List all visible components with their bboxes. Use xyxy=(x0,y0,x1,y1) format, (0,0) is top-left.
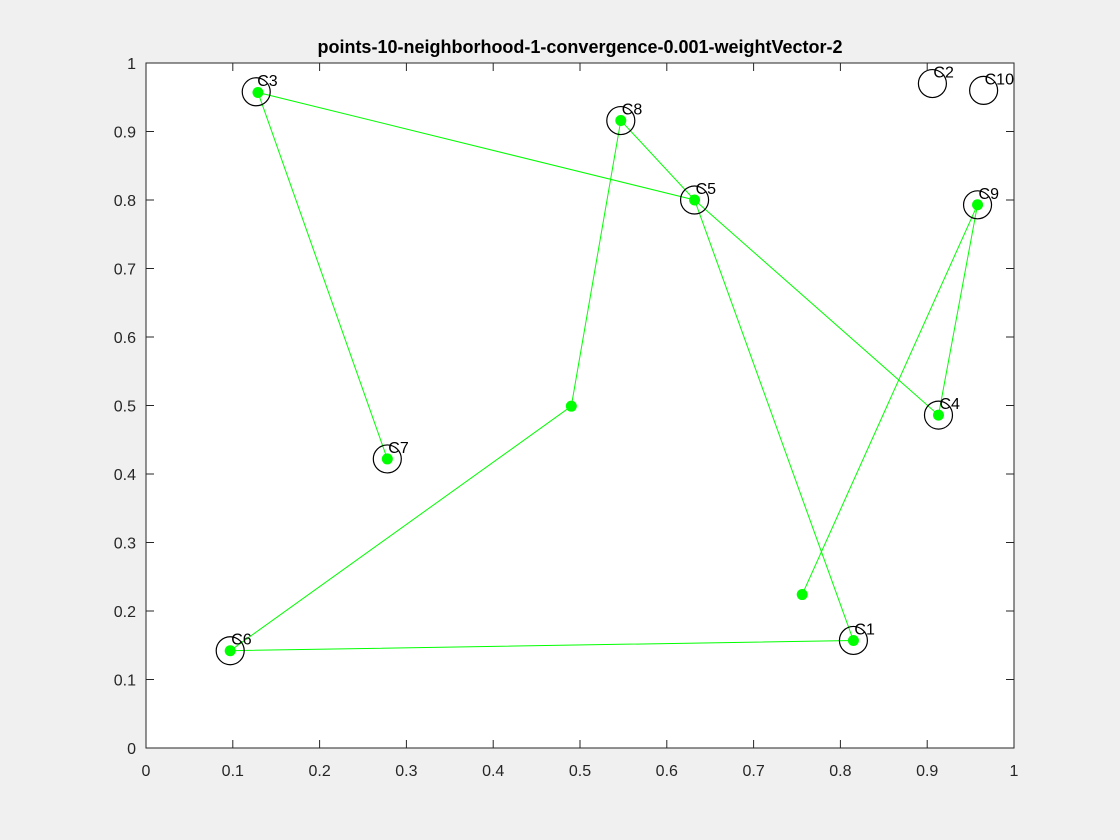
city-marker xyxy=(923,400,954,430)
neuron-path-1 xyxy=(229,119,855,652)
city-marker xyxy=(606,105,636,136)
neuron-path-2 xyxy=(257,91,978,595)
x-tick-label: 0.6 xyxy=(656,763,678,780)
x-tick-label: 0.5 xyxy=(569,763,591,780)
neuron-paths xyxy=(229,91,978,652)
neuron-point xyxy=(615,115,627,127)
y-tick-label: 0.3 xyxy=(114,536,136,553)
y-tick-label: 0 xyxy=(127,741,136,758)
x-tick-label: 1 xyxy=(1010,763,1019,780)
city-marker xyxy=(241,77,271,107)
neuron-point xyxy=(689,194,701,206)
city-label: C1 xyxy=(854,621,875,638)
neuron-point xyxy=(972,199,984,211)
x-tick-label: 0.9 xyxy=(916,763,938,780)
neuron-point xyxy=(252,86,264,98)
y-tick-label: 0.5 xyxy=(114,399,136,416)
y-tick-label: 0.4 xyxy=(114,467,136,484)
city-marker xyxy=(917,68,948,99)
y-tick-label: 0.9 xyxy=(114,125,136,142)
y-tick-label: 0.7 xyxy=(114,262,136,279)
city-marker xyxy=(372,444,402,474)
y-axis: 0 0.1 0.2 0.3 0.4 0.5 0.6 0.7 0.8 0.9 1 xyxy=(114,56,1014,758)
y-tick-label: 0.6 xyxy=(114,330,136,347)
city-label: C4 xyxy=(939,396,960,413)
y-tick-label: 1 xyxy=(127,56,136,73)
y-tick-label: 0.1 xyxy=(114,673,136,690)
plot-area xyxy=(146,63,1014,748)
city-label: C10 xyxy=(985,71,1014,88)
city-markers xyxy=(215,68,999,666)
city-label: C2 xyxy=(933,65,954,82)
x-tick-label: 0.8 xyxy=(829,763,851,780)
neuron-point xyxy=(224,645,236,657)
x-tick-label: 0.3 xyxy=(395,763,417,780)
x-tick-label: 0.7 xyxy=(742,763,764,780)
city-label: C7 xyxy=(388,440,409,457)
city-label: C3 xyxy=(257,73,278,90)
city-marker xyxy=(969,75,999,106)
y-tick-label: 0.2 xyxy=(114,604,136,621)
city-label: C6 xyxy=(231,632,252,649)
city-marker xyxy=(962,190,993,220)
chart-title: points-10-neighborhood-1-convergence-0.0… xyxy=(317,37,842,57)
city-marker xyxy=(215,636,245,666)
city-marker xyxy=(838,625,869,656)
city-labels: C1 C2 C3 C4 C5 C6 C7 C8 C9 C10 xyxy=(231,65,1014,649)
neuron-markers xyxy=(224,86,984,657)
city-label: C9 xyxy=(979,186,1000,203)
x-tick-label: 0.1 xyxy=(222,763,244,780)
neuron-point xyxy=(565,400,577,412)
neuron-point xyxy=(796,589,808,601)
city-marker xyxy=(679,185,710,215)
x-tick-label: 0 xyxy=(142,763,151,780)
y-tick-label: 0.8 xyxy=(114,193,136,210)
x-axis: 0 0.1 0.2 0.3 0.4 0.5 0.6 0.7 0.8 0.9 1 xyxy=(142,63,1019,780)
city-label: C5 xyxy=(696,181,717,198)
x-tick-label: 0.2 xyxy=(308,763,330,780)
neuron-point xyxy=(847,634,859,646)
neuron-point xyxy=(381,453,393,465)
x-tick-label: 0.4 xyxy=(482,763,504,780)
city-label: C8 xyxy=(622,102,643,119)
neuron-point xyxy=(932,409,944,421)
